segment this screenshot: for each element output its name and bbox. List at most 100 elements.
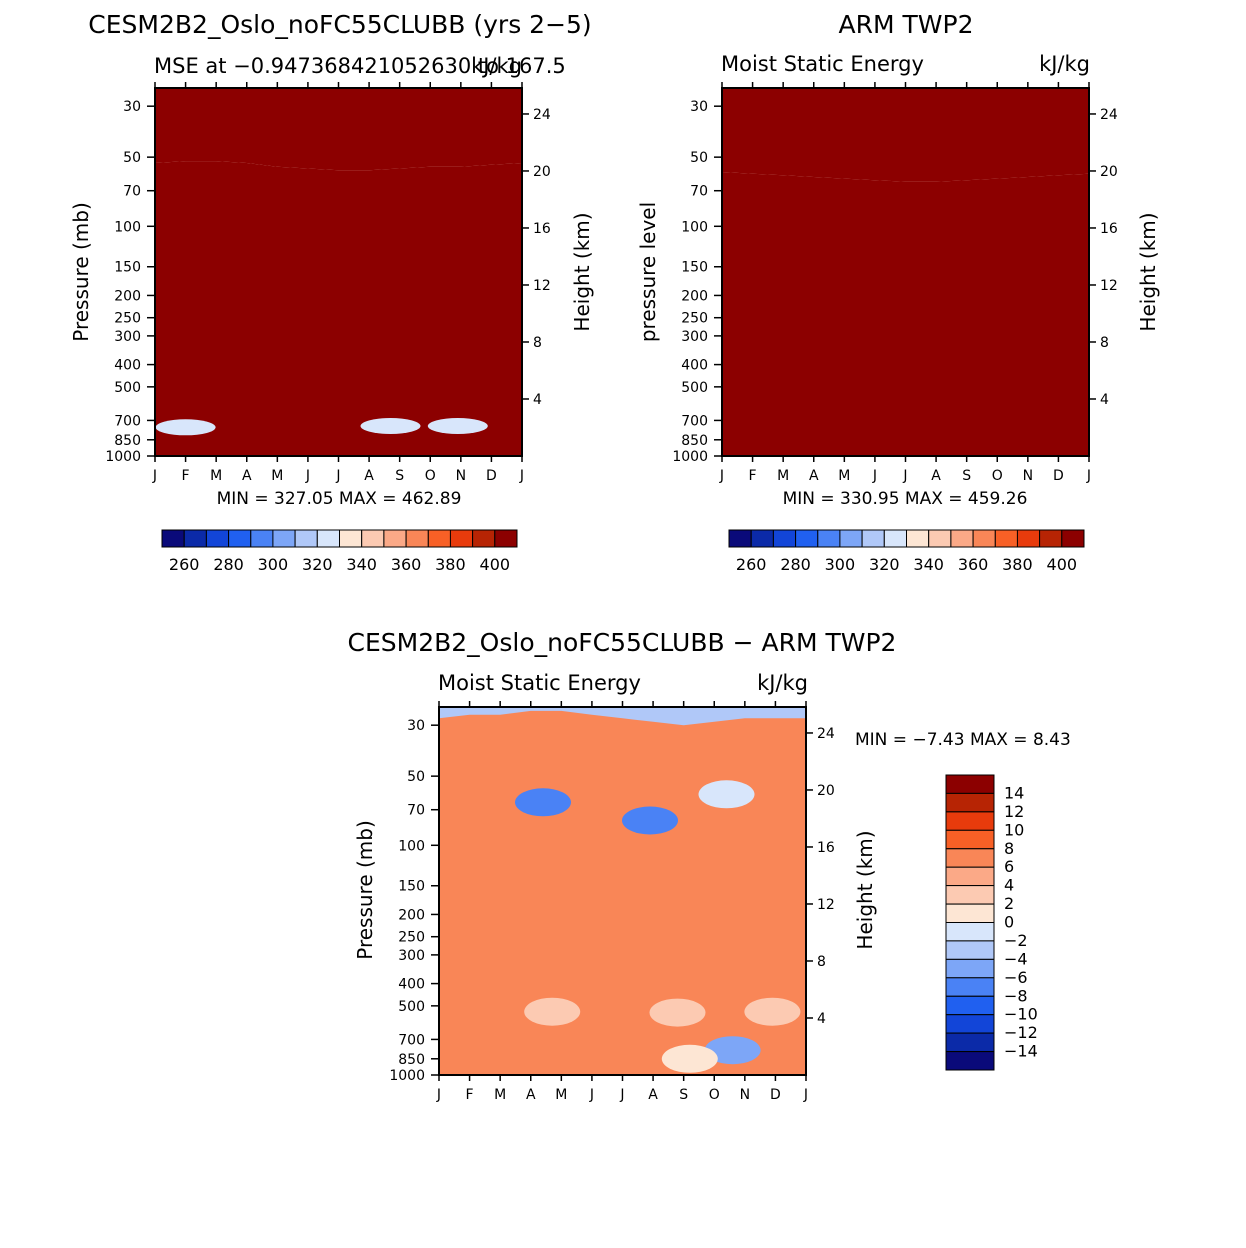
panel-1: CESM2B2_Oslo_noFC55CLUBB (yrs 2−5) MSE a…	[69, 10, 594, 574]
contour-band	[722, 88, 1089, 182]
y-tick-label: 500	[681, 380, 708, 396]
colorbar-swatch	[728, 529, 752, 548]
panel-2-units: kJ/kg	[1039, 52, 1090, 76]
y-tick-label: 850	[114, 433, 141, 449]
y-tick-label: 400	[398, 977, 425, 993]
y-tick-label: 70	[123, 184, 141, 200]
panel-1-colorbar: 260 280 300 320 340 360 380 400	[161, 529, 518, 574]
y-right-tick-label: 20	[1100, 164, 1118, 180]
colorbar-swatch	[945, 903, 995, 923]
y-right-tick-label: 16	[817, 840, 835, 856]
contour-patch	[649, 998, 706, 1027]
x-tick-label: O	[709, 1087, 720, 1103]
contour-patch	[661, 1044, 718, 1073]
colorbar-swatch	[945, 1014, 995, 1034]
x-tick-label: A	[242, 468, 252, 484]
panel-1-ylabel-right: Height (km)	[570, 212, 594, 331]
y-right-tick-label: 16	[533, 221, 551, 237]
colorbar-label: 280	[780, 555, 811, 574]
panel-2-plot: J F M A M J J A S O N D J 30 50 70 100 150 200 250 300 400 500…	[672, 82, 1118, 484]
x-tick-label: F	[749, 468, 757, 484]
colorbar-label: −14	[1004, 1042, 1038, 1061]
colorbar-label: 380	[435, 555, 466, 574]
panel-2-title: ARM TWP2	[839, 10, 974, 39]
contour-patch	[698, 780, 755, 809]
colorbar-label: 300	[825, 555, 856, 574]
colorbar-swatch	[945, 958, 995, 979]
colorbar-swatch	[316, 529, 340, 548]
colorbar-swatch	[945, 829, 995, 850]
colorbar-label: −12	[1004, 1023, 1038, 1042]
panel-1-units: kJ/kg	[471, 54, 522, 78]
x-tick-label: M	[494, 1087, 506, 1103]
colorbar-label: 2	[1004, 894, 1014, 913]
panel-1-subtitle: MSE at −0.947368421052630 to 167.5	[154, 54, 566, 78]
y-tick-label: 30	[690, 99, 708, 115]
panel-3-ylabel-right: Height (km)	[853, 830, 877, 949]
y-right-tick-label: 20	[817, 783, 835, 799]
panel-2-ylabel-right: Height (km)	[1136, 212, 1160, 331]
y-tick-label: 850	[681, 433, 708, 449]
colorbar-swatch	[795, 529, 819, 548]
y-right-tick-label: 8	[1100, 335, 1109, 351]
x-tick-label: J	[436, 1087, 441, 1103]
x-tick-label: S	[395, 468, 404, 484]
y-tick-label: 300	[681, 329, 708, 345]
colorbar-label: 400	[1047, 555, 1078, 574]
y-right-tick-label: 12	[817, 897, 835, 913]
colorbar-label: 280	[213, 555, 244, 574]
y-tick-label: 700	[398, 1032, 425, 1048]
colorbar-swatch	[472, 529, 496, 548]
x-tick-label: O	[425, 468, 436, 484]
x-tick-label: S	[679, 1087, 688, 1103]
y-right-tick-label: 8	[533, 335, 542, 351]
y-tick-label: 500	[114, 380, 141, 396]
panel-2-colorbar: 260 280 300 320 340 360 380 400	[728, 529, 1085, 574]
colorbar-label: 340	[346, 555, 377, 574]
x-tick-label: J	[152, 468, 157, 484]
colorbar-swatch	[839, 529, 863, 548]
y-tick-label: 70	[407, 803, 425, 819]
x-tick-label: M	[555, 1087, 567, 1103]
y-tick-label: 700	[114, 413, 141, 429]
y-tick-label: 300	[114, 329, 141, 345]
x-tick-label: N	[1023, 468, 1033, 484]
x-tick-label: A	[364, 468, 374, 484]
y-tick-label: 250	[681, 311, 708, 327]
x-tick-label: M	[271, 468, 283, 484]
x-tick-label: M	[210, 468, 222, 484]
x-tick-label: J	[902, 468, 907, 484]
colorbar-swatch	[750, 529, 774, 548]
y-right-tick-label: 12	[1100, 278, 1118, 294]
colorbar-label: −4	[1004, 949, 1028, 968]
y-right-tick-label: 24	[533, 107, 551, 123]
y-tick-label: 1000	[389, 1068, 425, 1084]
x-tick-label: A	[809, 468, 819, 484]
y-right-tick-label: 20	[533, 164, 551, 180]
colorbar-swatch	[1016, 529, 1041, 548]
panel-3: CESM2B2_Oslo_noFC55CLUBB − ARM TWP2 Mois…	[348, 628, 1071, 1103]
contour-patch	[744, 997, 801, 1026]
y-right-tick-label: 4	[1100, 392, 1109, 408]
y-right-tick-label: 4	[533, 392, 542, 408]
panel-2-ylabel: pressure level	[636, 202, 660, 342]
colorbar-label: −2	[1004, 931, 1028, 950]
panel-1-plot: J F M A M J J A S O N D J 30 50 70 100 150 200 250 300 400 500…	[105, 82, 551, 484]
colorbar-label: 340	[913, 555, 944, 574]
colorbar-swatch	[228, 529, 252, 548]
panel-2-subtitle: Moist Static Energy	[721, 52, 924, 76]
colorbar-label: 360	[958, 555, 989, 574]
contour-patch	[704, 1036, 761, 1065]
panel-1-title: CESM2B2_Oslo_noFC55CLUBB (yrs 2−5)	[88, 10, 591, 39]
y-tick-label: 200	[114, 288, 141, 304]
colorbar-label: 320	[869, 555, 900, 574]
y-tick-label: 50	[407, 769, 425, 785]
y-tick-label: 850	[398, 1052, 425, 1068]
colorbar-swatch	[183, 529, 207, 548]
y-tick-label: 1000	[105, 449, 141, 465]
colorbar-label: 8	[1004, 839, 1014, 858]
panel-1-ylabel: Pressure (mb)	[69, 202, 93, 342]
colorbar-label: 260	[169, 555, 200, 574]
x-tick-label: A	[648, 1087, 658, 1103]
